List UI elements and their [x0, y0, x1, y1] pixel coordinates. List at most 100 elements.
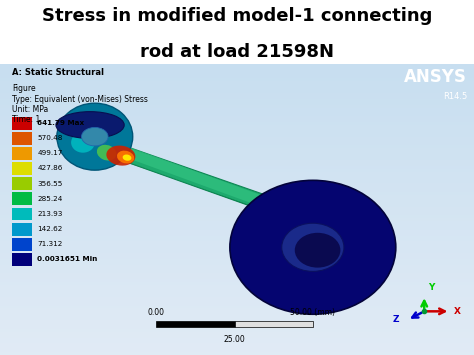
Bar	[0, 154, 474, 157]
Bar	[0, 116, 474, 119]
Bar	[0, 204, 474, 207]
Bar	[12, 177, 32, 190]
Bar	[0, 76, 474, 78]
Bar	[0, 352, 474, 355]
Bar	[0, 291, 474, 294]
Text: 213.93: 213.93	[37, 211, 63, 217]
Bar	[0, 134, 474, 137]
Bar	[0, 230, 474, 233]
Bar	[0, 151, 474, 154]
Bar	[0, 169, 474, 171]
Bar	[12, 147, 32, 160]
Bar	[0, 113, 474, 116]
Bar	[0, 288, 474, 291]
Bar	[0, 78, 474, 81]
Bar	[12, 162, 32, 175]
Ellipse shape	[71, 132, 95, 153]
Bar	[0, 207, 474, 209]
Bar	[12, 238, 32, 251]
Bar	[0, 137, 474, 140]
Bar	[0, 84, 474, 87]
Bar	[0, 273, 474, 277]
Bar	[0, 81, 474, 84]
Bar	[0, 183, 474, 186]
Text: Stress in modified model-1 connecting: Stress in modified model-1 connecting	[42, 7, 432, 25]
Bar	[0, 180, 474, 183]
Bar	[0, 186, 474, 189]
Text: A: Static Structural: A: Static Structural	[12, 68, 104, 77]
Ellipse shape	[117, 151, 134, 163]
Bar	[0, 108, 474, 110]
Text: 0.0031651 Min: 0.0031651 Min	[37, 256, 98, 262]
Bar	[0, 99, 474, 102]
Polygon shape	[109, 144, 284, 211]
Polygon shape	[104, 146, 299, 218]
Ellipse shape	[230, 180, 396, 314]
Text: 142.62: 142.62	[37, 226, 63, 232]
Text: rod at load 21598N: rod at load 21598N	[140, 43, 334, 61]
Bar	[0, 160, 474, 163]
Bar	[0, 277, 474, 279]
Bar	[0, 268, 474, 271]
Bar	[0, 178, 474, 180]
Bar	[0, 96, 474, 99]
Bar	[0, 90, 474, 93]
Bar	[0, 250, 474, 253]
Bar	[0, 198, 474, 201]
Bar	[12, 192, 32, 205]
Text: R14.5: R14.5	[443, 92, 467, 100]
Bar	[0, 218, 474, 221]
Bar	[0, 259, 474, 262]
Bar	[0, 329, 474, 332]
Bar	[0, 340, 474, 343]
Bar	[0, 140, 474, 142]
Text: Figure
Type: Equivalent (von-Mises) Stress
Unit: MPa
Time: 1: Figure Type: Equivalent (von-Mises) Stre…	[12, 84, 148, 125]
Bar	[0, 215, 474, 218]
Bar	[0, 300, 474, 302]
Bar	[0, 236, 474, 239]
Bar	[0, 247, 474, 250]
Bar	[0, 227, 474, 230]
Bar	[0, 239, 474, 241]
Bar	[0, 256, 474, 259]
Bar	[0, 335, 474, 338]
Bar	[0, 212, 474, 215]
Ellipse shape	[82, 127, 108, 146]
Bar	[0, 70, 474, 73]
Bar	[0, 125, 474, 128]
Ellipse shape	[123, 154, 131, 161]
Bar	[0, 73, 474, 76]
Bar	[0, 171, 474, 175]
Bar	[0, 119, 474, 122]
Bar	[0, 67, 474, 70]
Bar	[0, 148, 474, 151]
Bar	[0, 166, 474, 169]
Bar	[0, 87, 474, 90]
Bar	[0, 175, 474, 178]
Bar	[0, 326, 474, 329]
Bar	[12, 132, 32, 145]
Bar	[0, 306, 474, 308]
Ellipse shape	[282, 223, 344, 271]
Bar	[0, 102, 474, 105]
Bar	[0, 244, 474, 247]
Bar	[0, 285, 474, 288]
Bar	[0, 262, 474, 265]
Bar	[12, 208, 32, 220]
Text: 50.00 (mm): 50.00 (mm)	[291, 308, 335, 317]
Bar	[0, 317, 474, 320]
Bar	[0, 302, 474, 306]
Bar	[0, 294, 474, 297]
Bar	[0, 320, 474, 323]
Bar	[0, 241, 474, 244]
Bar	[0, 265, 474, 268]
Bar	[0, 224, 474, 227]
Bar	[0, 195, 474, 198]
Text: ANSYS: ANSYS	[404, 68, 467, 86]
Bar	[0, 311, 474, 314]
Bar	[0, 110, 474, 113]
Bar	[0, 297, 474, 300]
Bar	[0, 343, 474, 346]
Polygon shape	[104, 154, 292, 220]
Bar	[0, 146, 474, 148]
